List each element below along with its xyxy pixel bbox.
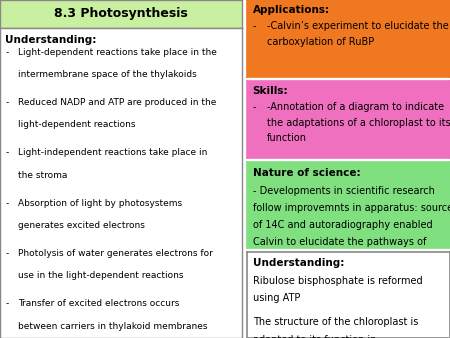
Text: - Developments in scientific research: - Developments in scientific research [253, 186, 435, 196]
Text: the adaptations of a chloroplast to its: the adaptations of a chloroplast to its [267, 118, 450, 128]
Text: generates excited electrons: generates excited electrons [18, 221, 145, 230]
Text: -: - [6, 98, 9, 107]
Text: Transfer of excited electrons occurs: Transfer of excited electrons occurs [18, 299, 180, 308]
Text: -: - [6, 199, 9, 208]
Text: Light-independent reactions take place in: Light-independent reactions take place i… [18, 148, 207, 158]
Text: between carriers in thylakoid membranes: between carriers in thylakoid membranes [18, 321, 207, 331]
Text: The structure of the chloroplast is: The structure of the chloroplast is [253, 317, 418, 327]
Text: -: - [6, 299, 9, 308]
Text: carbon fixation: carbon fixation [253, 255, 326, 265]
Text: 8.3 Photosynthesis: 8.3 Photosynthesis [54, 7, 188, 20]
Text: -: - [6, 48, 9, 57]
Text: -: - [253, 102, 256, 112]
Text: follow improvemnts in apparatus: sources: follow improvemnts in apparatus: sources [253, 203, 450, 213]
Text: -: - [6, 249, 9, 258]
Text: Applications:: Applications: [253, 5, 330, 15]
Text: use in the light-dependent reactions: use in the light-dependent reactions [18, 271, 184, 280]
Text: -Annotation of a diagram to indicate: -Annotation of a diagram to indicate [267, 102, 444, 112]
Text: Skills:: Skills: [253, 86, 288, 96]
Text: Ribulose bisphosphate is reformed: Ribulose bisphosphate is reformed [253, 276, 423, 286]
Text: adapted to its function in: adapted to its function in [253, 335, 376, 338]
Text: Understanding:: Understanding: [253, 258, 344, 268]
Text: Absorption of light by photosystems: Absorption of light by photosystems [18, 199, 182, 208]
Text: Reduced NADP and ATP are produced in the: Reduced NADP and ATP are produced in the [18, 98, 216, 107]
Text: Photolysis of water generates electrons for: Photolysis of water generates electrons … [18, 249, 213, 258]
Text: of 14C and autoradiography enabled: of 14C and autoradiography enabled [253, 220, 432, 230]
Text: Understanding:: Understanding: [5, 35, 96, 46]
Text: Nature of science:: Nature of science: [253, 168, 360, 178]
Text: intermembrane space of the thylakoids: intermembrane space of the thylakoids [18, 70, 197, 79]
Text: -: - [6, 148, 9, 158]
Text: -Calvin’s experiment to elucidate the: -Calvin’s experiment to elucidate the [267, 22, 449, 31]
Text: Light-dependent reactions take place in the: Light-dependent reactions take place in … [18, 48, 217, 57]
Text: light-dependent reactions: light-dependent reactions [18, 120, 135, 129]
Text: -: - [253, 22, 256, 31]
Text: carboxylation of RuBP: carboxylation of RuBP [267, 37, 374, 47]
Text: function: function [267, 133, 307, 143]
Text: using ATP: using ATP [253, 293, 300, 303]
Text: the stroma: the stroma [18, 171, 68, 180]
Text: Calvin to elucidate the pathways of: Calvin to elucidate the pathways of [253, 238, 426, 247]
